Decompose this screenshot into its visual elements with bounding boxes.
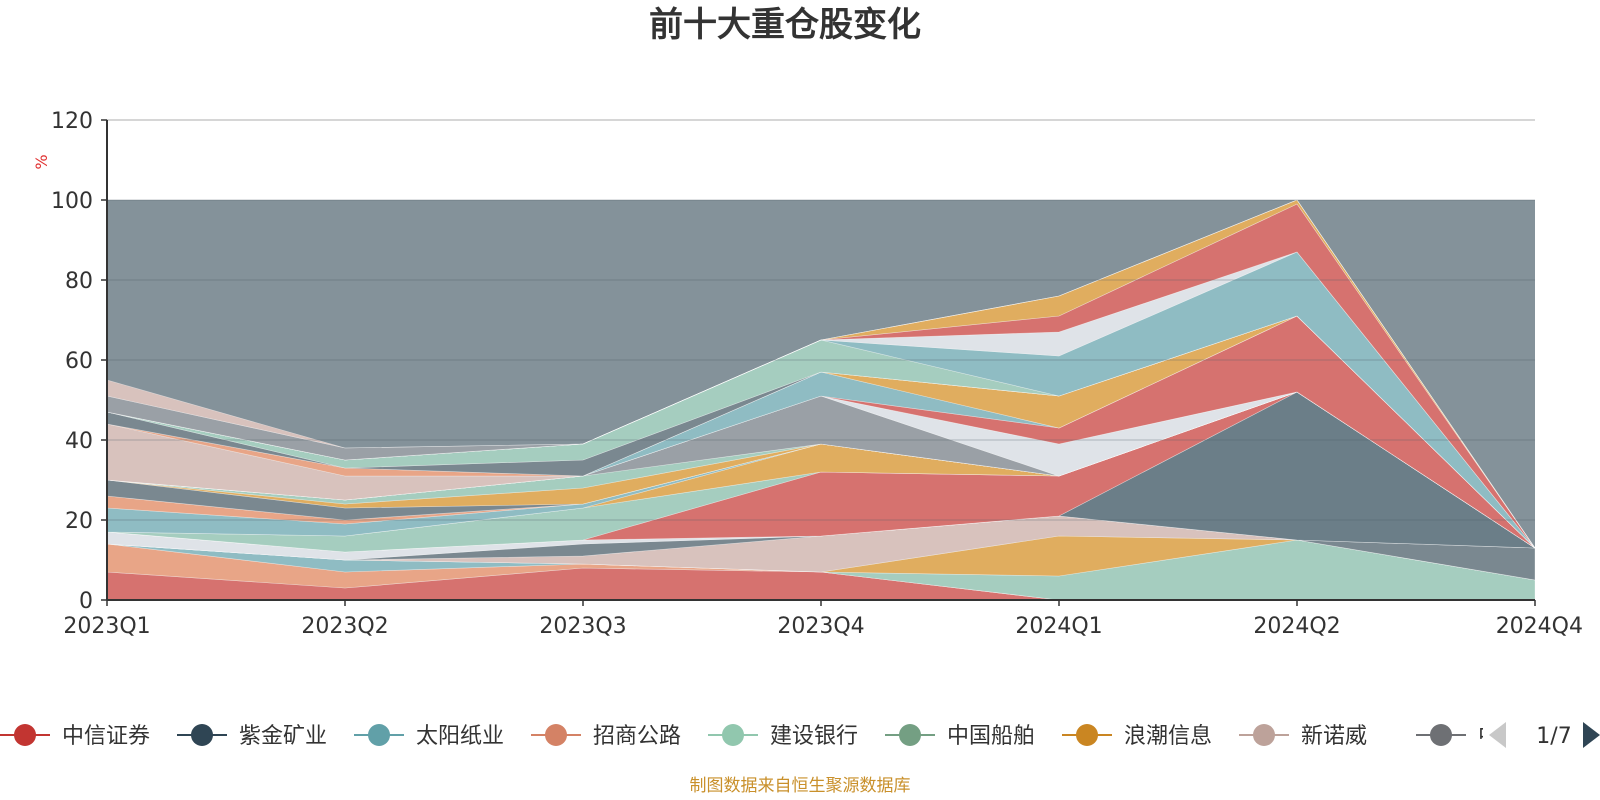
- x-tick-label: 2023Q1: [63, 614, 150, 639]
- y-tick-label: 20: [65, 509, 93, 534]
- legend-item[interactable]: 新诺威: [1239, 724, 1367, 749]
- x-tick-label: 2024Q1: [1015, 614, 1102, 639]
- y-tick-label: 80: [65, 269, 93, 294]
- legend-marker-icon: [1430, 724, 1452, 746]
- legend-label: 中国: [1478, 724, 1522, 749]
- legend-label: 招商公路: [593, 724, 681, 749]
- legend-marker-icon: [1076, 724, 1098, 746]
- legend-item[interactable]: 中国: [1416, 724, 1522, 749]
- legend-label: 浪潮信息: [1124, 724, 1212, 749]
- plot-area: [106, 199, 1537, 601]
- x-tick-label: 2023Q2: [301, 614, 388, 639]
- x-tick-label: 2024Q4: [1496, 614, 1583, 639]
- axes: 0 20 40 60 80 100 120 2023Q1 2023Q2 2023Q3 2023Q4 2…: [51, 109, 1583, 639]
- legend-marker-icon: [368, 724, 390, 746]
- legend: 中信证券 紫金矿业 太阳纸业 招商公路 建设银行 中国船舶 浪潮信息 新诺威 中国 1/7: [0, 722, 1600, 749]
- legend-label: 太阳纸业: [416, 724, 504, 749]
- legend-label: 建设银行: [770, 724, 858, 749]
- legend-item[interactable]: 紫金矿业: [177, 724, 327, 749]
- legend-item[interactable]: 中国船舶: [885, 724, 1035, 749]
- y-axis-unit-label: %: [32, 154, 51, 169]
- x-tick-label: 2024Q2: [1253, 614, 1340, 639]
- y-tick-label: 120: [51, 109, 93, 134]
- legend-item[interactable]: 中信证券: [0, 724, 150, 749]
- legend-item[interactable]: 浪潮信息: [1062, 724, 1212, 749]
- x-tick-label: 2023Q4: [777, 614, 864, 639]
- legend-label: 中国船舶: [947, 724, 1035, 749]
- legend-item[interactable]: 太阳纸业: [354, 724, 504, 749]
- legend-marker-icon: [14, 724, 36, 746]
- y-tick-label: 0: [79, 589, 93, 614]
- y-tick-label: 40: [65, 429, 93, 454]
- legend-item[interactable]: 招商公路: [531, 724, 681, 749]
- x-tick-label: 2023Q3: [539, 614, 626, 639]
- legend-marker-icon: [545, 724, 567, 746]
- legend-page-indicator: 1/7: [1536, 724, 1571, 749]
- legend-item[interactable]: 建设银行: [708, 724, 858, 749]
- legend-next-page-icon[interactable]: [1583, 722, 1600, 748]
- y-tick-label: 60: [65, 349, 93, 374]
- y-tick-label: 100: [51, 189, 93, 214]
- legend-marker-icon: [191, 724, 213, 746]
- legend-marker-icon: [722, 724, 744, 746]
- area-series-l32: [106, 199, 1536, 549]
- legend-marker-icon: [899, 724, 921, 746]
- legend-marker-icon: [1253, 724, 1275, 746]
- legend-items: 中信证券 紫金矿业 太阳纸业 招商公路 建设银行 中国船舶 浪潮信息 新诺威 中国: [0, 724, 1522, 749]
- legend-label: 新诺威: [1301, 724, 1367, 749]
- legend-label: 紫金矿业: [239, 724, 327, 749]
- legend-prev-page-icon[interactable]: [1489, 722, 1506, 748]
- chart-title: 前十大重仓股变化: [649, 5, 921, 45]
- legend-label: 中信证券: [62, 724, 150, 749]
- data-source-note: 制图数据来自恒生聚源数据库: [690, 776, 911, 796]
